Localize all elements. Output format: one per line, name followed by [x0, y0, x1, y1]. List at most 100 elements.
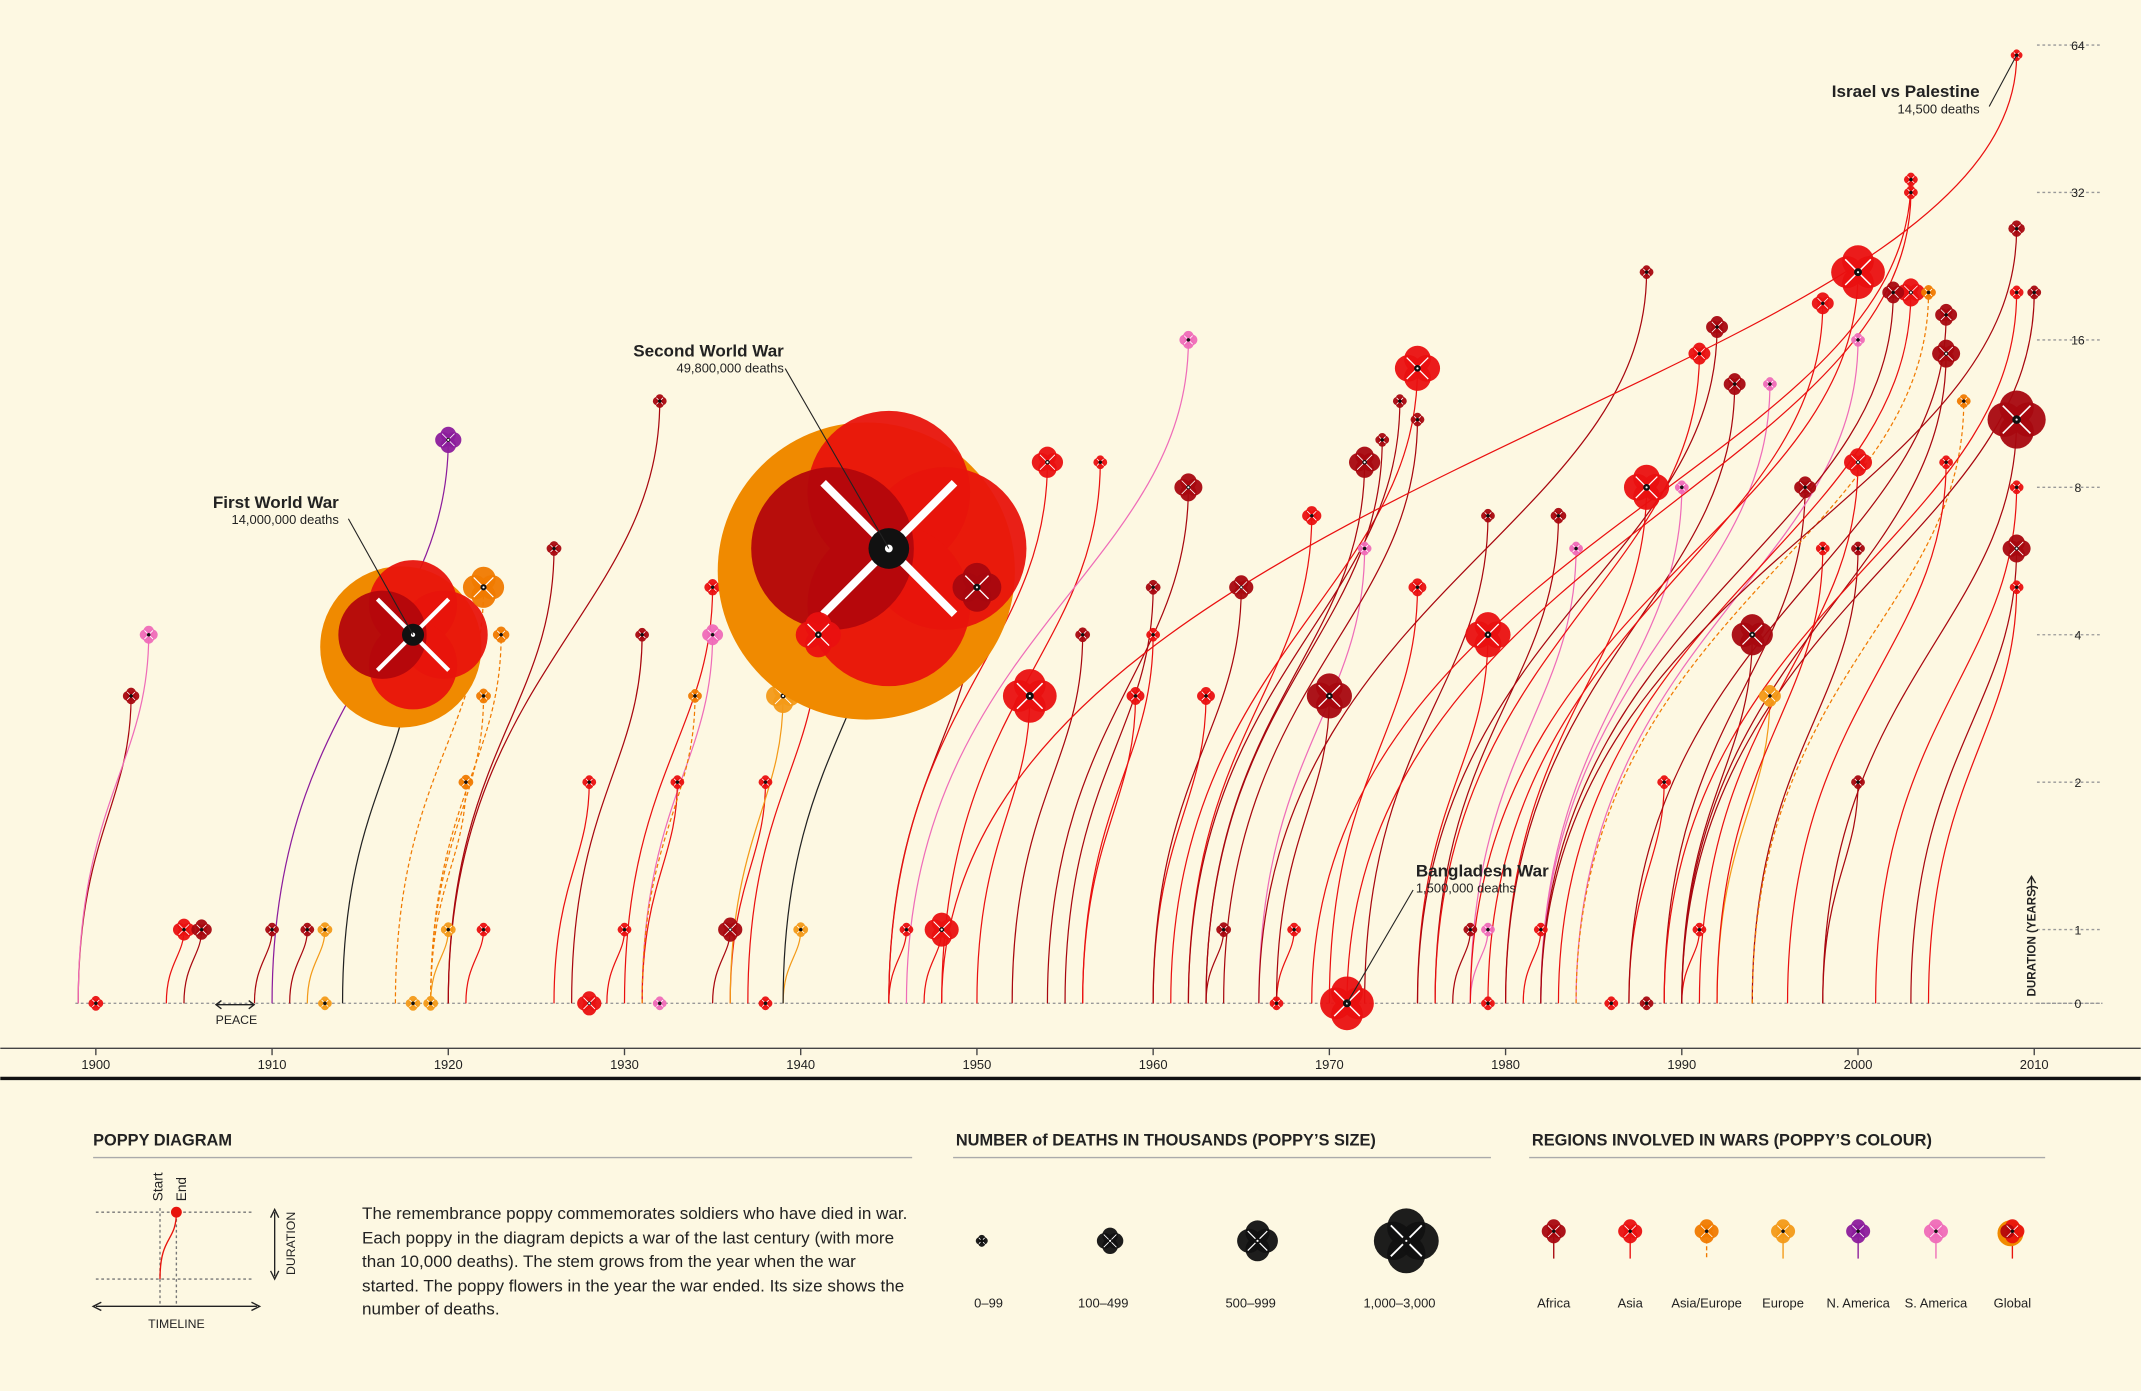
petal [704, 582, 715, 593]
stem [1046, 487, 1190, 1004]
petal [458, 777, 468, 787]
center [710, 632, 715, 637]
x-tick-label: 1920 [434, 1057, 463, 1072]
legend-title: POPPY DIAGRAM [93, 1131, 232, 1149]
poppy [546, 541, 562, 556]
poppy [1229, 575, 1254, 600]
center [481, 927, 486, 932]
petal [1481, 925, 1490, 934]
center-dot [1856, 271, 1860, 274]
petal [1394, 354, 1422, 382]
center [305, 927, 310, 932]
center [1133, 694, 1138, 698]
stem [1927, 587, 2018, 1004]
stem [1575, 339, 1859, 1004]
stem [1205, 439, 1383, 1004]
center-dot [1945, 352, 1948, 355]
petal [1771, 1224, 1786, 1239]
center-dot [588, 1002, 591, 1005]
center-dot [1187, 486, 1190, 489]
poppy [191, 919, 212, 940]
poppy [793, 922, 809, 938]
y-tick-label: 0 [2075, 997, 2082, 1011]
petal [1126, 690, 1138, 702]
poppy [1002, 669, 1057, 723]
poppy [1481, 508, 1495, 523]
poppy [320, 560, 488, 728]
petal [546, 544, 556, 553]
center [2014, 226, 2019, 231]
annotation-deaths: 1,500,000 deaths [1416, 881, 1517, 896]
poppy [1096, 1227, 1124, 1255]
petal [1674, 483, 1684, 492]
stem [1082, 634, 1154, 1004]
center [1151, 632, 1155, 637]
poppy [1410, 412, 1425, 427]
y-tick-label: 2 [2075, 776, 2082, 790]
petal [440, 925, 450, 934]
center [1609, 1001, 1614, 1006]
center-dot [1486, 633, 1490, 636]
petal [1815, 544, 1825, 553]
region-legend-label: Global [1994, 1296, 2032, 1311]
poppy [2008, 220, 2025, 237]
region-legend-label: N. America [1826, 1296, 1890, 1311]
stem [1275, 695, 1330, 1004]
center [657, 399, 662, 403]
poppy [1348, 446, 1381, 478]
center [1856, 1229, 1860, 1234]
poppy [1815, 541, 1830, 556]
petal [2002, 540, 2020, 557]
petal [793, 925, 803, 934]
y-tick-label: 1 [2075, 923, 2082, 937]
petal [1216, 925, 1225, 934]
poppy [924, 912, 959, 947]
center [979, 1239, 984, 1243]
petal [2008, 223, 2019, 234]
petal [1375, 435, 1384, 444]
stem [641, 695, 696, 1004]
center [1151, 585, 1155, 590]
petal [1844, 453, 1861, 471]
petal [1706, 320, 1720, 334]
poppy [617, 922, 632, 937]
poppy [1731, 614, 1773, 656]
x-tick-label: 1980 [1491, 1057, 1520, 1072]
poppy [440, 922, 456, 938]
x-tick-label: 2010 [2020, 1057, 2049, 1072]
poppy [1932, 339, 1961, 368]
center [2032, 290, 2037, 295]
petal [1481, 511, 1490, 520]
poppy [492, 626, 510, 644]
petal [1758, 689, 1772, 703]
poppy [122, 687, 140, 705]
poppy [1763, 377, 1777, 391]
center [1697, 351, 1702, 356]
center-dot [482, 586, 485, 589]
stem [1663, 292, 2018, 1004]
center [1909, 177, 1913, 182]
petal [1237, 1228, 1262, 1253]
petal [1692, 925, 1701, 934]
petal [1851, 335, 1860, 344]
center [1098, 460, 1103, 465]
poppy [1604, 996, 1619, 1011]
poppy [1269, 996, 1284, 1011]
petal [1410, 415, 1419, 424]
petal [1481, 999, 1490, 1008]
petal [1302, 510, 1314, 522]
arrow [2026, 875, 2037, 891]
peace-arrow [214, 1000, 256, 1010]
poppy [1903, 185, 1918, 200]
poppy [1882, 281, 1905, 304]
y-tick-label: 4 [2075, 629, 2082, 643]
center [1574, 546, 1578, 551]
poppy [899, 922, 914, 937]
poppy [139, 625, 158, 644]
center [2014, 585, 2019, 590]
stem [1258, 272, 1648, 1004]
center [2010, 1229, 2015, 1234]
poppy [1771, 1219, 1796, 1244]
